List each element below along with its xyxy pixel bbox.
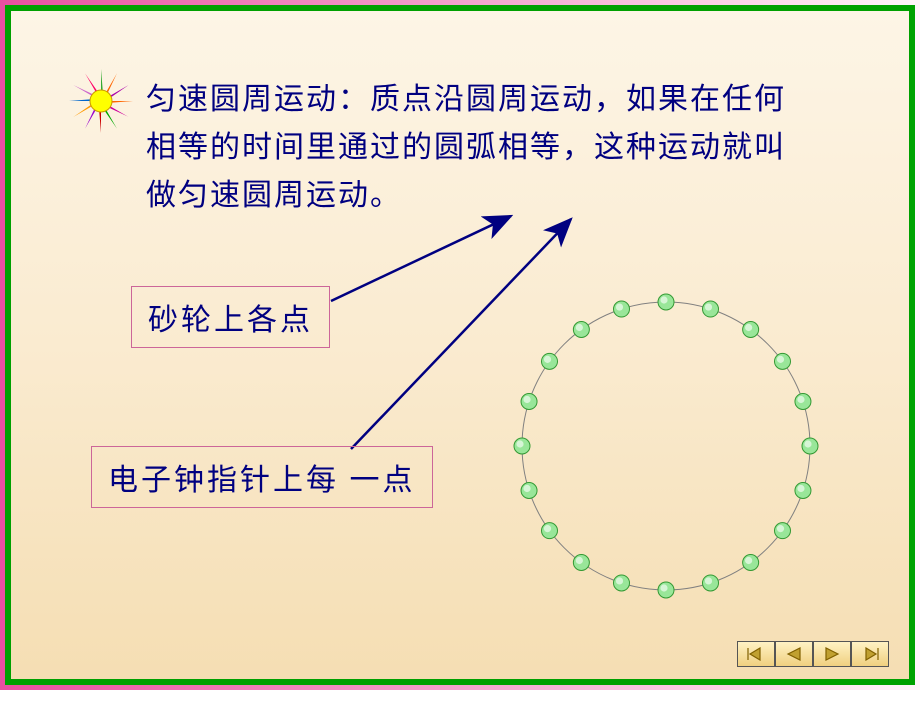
slide-canvas: 匀速圆周运动：质点沿圆周运动，如果在任何相等的时间里通过的圆弧相等，这种运动就叫…: [11, 11, 909, 679]
nav-next-button[interactable]: [813, 641, 851, 667]
uniform-circle-diagram: [501, 281, 831, 611]
prev-icon: [784, 647, 804, 661]
last-icon: [860, 647, 880, 661]
first-icon: [746, 647, 766, 661]
next-icon: [822, 647, 842, 661]
nav-first-button[interactable]: [737, 641, 775, 667]
example-box-2: 电子钟指针上每 一点: [91, 446, 433, 508]
outer-gradient-border: 匀速圆周运动：质点沿圆周运动，如果在任何相等的时间里通过的圆弧相等，这种运动就叫…: [0, 0, 920, 690]
green-border: 匀速圆周运动：质点沿圆周运动，如果在任何相等的时间里通过的圆弧相等，这种运动就叫…: [5, 5, 915, 685]
nav-prev-button[interactable]: [775, 641, 813, 667]
nav-buttons: [737, 641, 889, 667]
definition-text: 匀速圆周运动：质点沿圆周运动，如果在任何相等的时间里通过的圆弧相等，这种运动就叫…: [146, 76, 796, 220]
example-box-1: 砂轮上各点: [131, 286, 330, 348]
sun-icon: [66, 66, 136, 136]
nav-last-button[interactable]: [851, 641, 889, 667]
